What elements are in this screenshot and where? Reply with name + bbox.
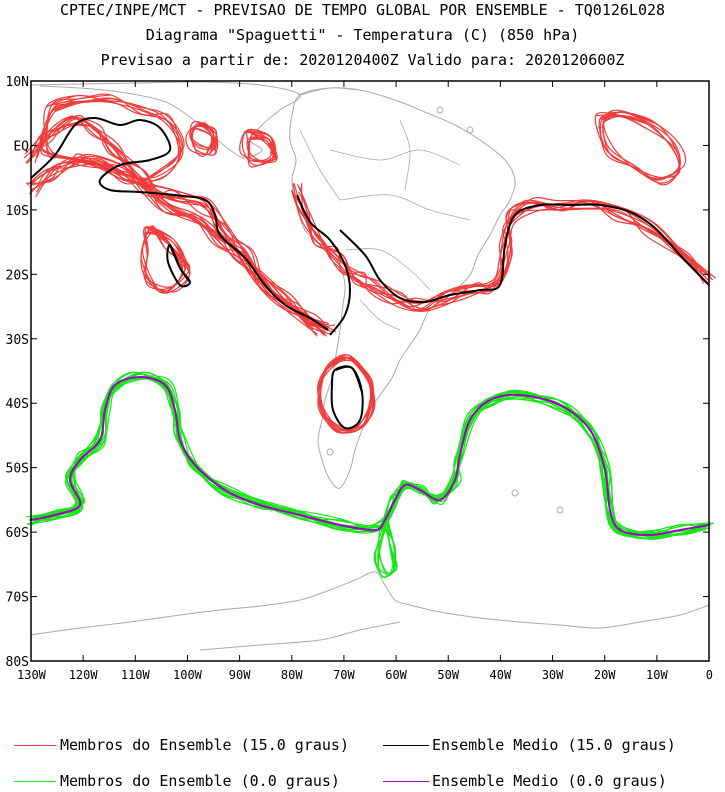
lon-label: 30W	[542, 668, 564, 682]
country-border	[359, 299, 401, 331]
lon-label: 20W	[594, 668, 616, 682]
legend-swatch-red	[14, 745, 56, 746]
red-member-contour	[185, 125, 218, 156]
red-member-contour	[35, 161, 318, 328]
lat-label: EQ	[13, 139, 29, 154]
red-member-contour	[189, 120, 215, 157]
green-member-contour	[31, 376, 706, 535]
island	[511, 489, 519, 497]
ice-shelf	[199, 621, 401, 651]
legend-label-mean-0c: Ensemble Medio (0.0 graus)	[432, 772, 667, 790]
central-america-coast	[29, 81, 301, 159]
country-border	[399, 119, 411, 191]
country-border	[344, 248, 431, 291]
lat-label: 30S	[6, 333, 29, 348]
red-member-contour	[248, 132, 278, 164]
legend-swatch-purple	[383, 781, 429, 782]
lon-label: 0	[706, 668, 713, 682]
island	[326, 448, 334, 456]
lon-label: 80W	[281, 668, 303, 682]
island	[436, 106, 444, 114]
lon-label: 110W	[121, 668, 151, 682]
black-mean-contour	[296, 194, 352, 336]
red-member-contour	[25, 115, 337, 333]
black-mean-contour	[330, 365, 364, 430]
red-member-contour	[39, 97, 184, 179]
black-mean-contour	[339, 203, 710, 304]
members-15c	[23, 93, 717, 434]
legend-swatch-black	[383, 745, 429, 746]
green-member-contour	[378, 516, 395, 577]
red-member-contour	[141, 227, 186, 293]
black-mean-contour	[30, 116, 329, 331]
lat-label: 40S	[6, 397, 29, 412]
island	[556, 506, 564, 514]
lon-label: 10W	[646, 668, 668, 682]
legend-label-members-15c: Membros do Ensemble (15.0 graus)	[60, 736, 349, 754]
red-member-contour	[293, 195, 711, 312]
red-member-contour	[317, 356, 374, 432]
lat-label: 60S	[6, 526, 29, 541]
green-member-contour	[31, 373, 705, 537]
black-mean-contour	[166, 243, 192, 288]
country-border	[299, 129, 341, 201]
lon-label: 50W	[437, 668, 459, 682]
red-member-contour	[143, 231, 191, 294]
red-member-contour	[317, 356, 372, 434]
red-member-contour	[599, 111, 681, 186]
lat-label: 20S	[6, 268, 29, 283]
coastlines	[29, 81, 710, 651]
antarctica-coast	[29, 571, 710, 636]
lon-label: 40W	[490, 668, 512, 682]
mean-0c	[30, 375, 710, 537]
red-member-contour	[143, 226, 187, 290]
red-member-contour	[45, 93, 181, 184]
red-member-contour	[246, 130, 278, 162]
legend-label-members-0c: Membros do Ensemble (0.0 graus)	[60, 772, 340, 790]
lat-label: 80S	[6, 655, 29, 670]
legend-swatch-green	[14, 781, 56, 782]
map-frame	[30, 80, 710, 662]
red-member-contour	[191, 128, 216, 151]
green-member-contour	[377, 520, 397, 578]
lon-label: 120W	[69, 668, 99, 682]
lon-label: 90W	[229, 668, 251, 682]
lat-label: 70S	[6, 591, 29, 606]
lon-label: 70W	[333, 668, 355, 682]
country-border	[329, 149, 461, 166]
lon-label: 60W	[385, 668, 407, 682]
lon-label: 100W	[173, 668, 203, 682]
red-member-contour	[32, 156, 318, 335]
red-member-contour	[298, 192, 705, 311]
red-member-contour	[290, 190, 710, 310]
header-validity: Previsao a partir de: 2020120400Z Valido…	[100, 51, 625, 69]
header-title: CPTEC/INPE/MCT - PREVISAO DE TEMPO GLOBA…	[59, 1, 666, 19]
country-border	[339, 194, 471, 221]
red-member-contour	[35, 163, 319, 327]
mean-15c	[30, 116, 710, 430]
purple-mean-contour	[30, 375, 710, 537]
red-member-contour	[30, 116, 325, 336]
legend-label-mean-15c: Ensemble Medio (15.0 graus)	[432, 736, 676, 754]
red-member-contour	[26, 114, 329, 324]
island	[466, 126, 474, 134]
lon-label: 130W	[17, 668, 47, 682]
lat-label: 10N	[6, 75, 29, 90]
red-member-contour	[39, 100, 180, 185]
red-member-contour	[35, 162, 314, 331]
lat-label: 10S	[6, 204, 29, 219]
red-member-contour	[602, 111, 681, 181]
south-america-coast	[289, 87, 516, 489]
header-subtitle: Diagrama "Spaguetti" - Temperatura (C) (…	[145, 26, 580, 44]
red-member-contour	[598, 114, 680, 184]
lat-label: 50S	[6, 462, 29, 477]
